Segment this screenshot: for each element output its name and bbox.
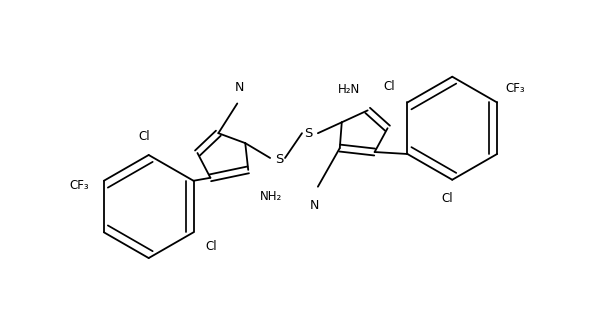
Text: N: N	[235, 81, 244, 94]
Text: S: S	[275, 154, 283, 167]
Text: H₂N: H₂N	[337, 83, 360, 95]
Text: Cl: Cl	[205, 240, 217, 253]
Text: CF₃: CF₃	[505, 82, 525, 95]
Text: Cl: Cl	[441, 192, 453, 205]
Text: Cl: Cl	[384, 79, 395, 93]
Text: CF₃: CF₃	[69, 179, 89, 192]
Text: NH₂: NH₂	[260, 190, 283, 203]
Text: S: S	[304, 127, 312, 140]
Text: N: N	[310, 199, 320, 212]
Text: Cl: Cl	[138, 130, 149, 143]
